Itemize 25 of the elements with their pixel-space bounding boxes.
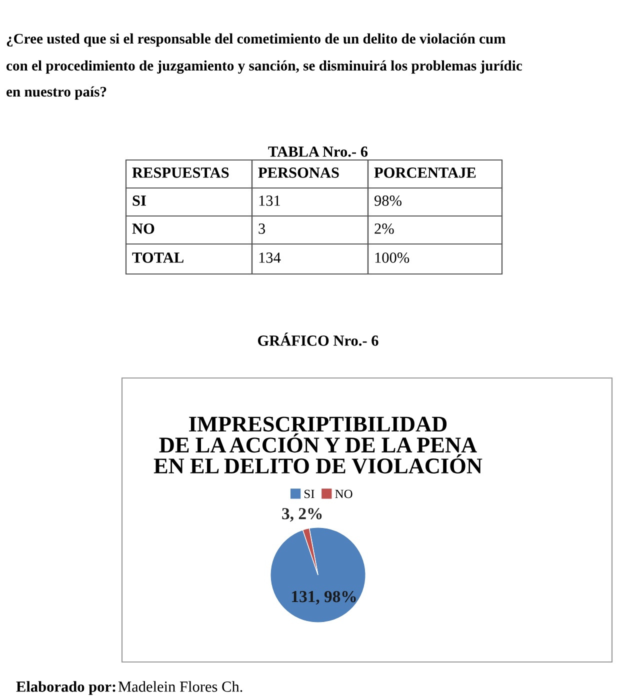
text: PERSONAS: [258, 168, 339, 178]
text: 131: [259, 196, 280, 206]
text: 134: [259, 252, 281, 263]
text: Elaborado por:: [16, 681, 116, 695]
data-label: 3, 2%: [282, 508, 322, 522]
data-label: 131, 98%: [292, 590, 356, 605]
text: en nuestro país?: [6, 86, 106, 100]
text: TABLA Nro.- 6: [268, 146, 368, 157]
text: 100%: [375, 252, 410, 263]
text: con el procedimiento de juzgamiento y sanción, se disminuirá los problemas jurídic: [6, 60, 522, 74]
text: TOTAL: [132, 252, 184, 263]
text: 98%: [374, 196, 402, 206]
text: 2%: [374, 224, 394, 234]
chart-title: IMPRESCRIPTIBILIDAD DE LA ACCIÓN Y DE LA PENA EN EL DELITO DE VIOLACIÓN: [154, 416, 482, 474]
text: ¿Cree usted que si el responsable del cometimiento de un delito de violación cum: [6, 33, 506, 47]
text: RESPUESTAS: [132, 168, 229, 178]
text: Madelein Flores Ch.: [118, 681, 242, 692]
text: PORCENTAJE: [374, 168, 476, 178]
text: GRÁFICO Nro.- 6: [258, 332, 378, 346]
text: NO: [132, 224, 154, 234]
legend-label: NO: [335, 490, 352, 498]
legend-label: SI: [304, 490, 314, 498]
pie-slice: [270, 527, 366, 623]
text: 3: [258, 224, 266, 234]
text: SI: [132, 196, 146, 206]
